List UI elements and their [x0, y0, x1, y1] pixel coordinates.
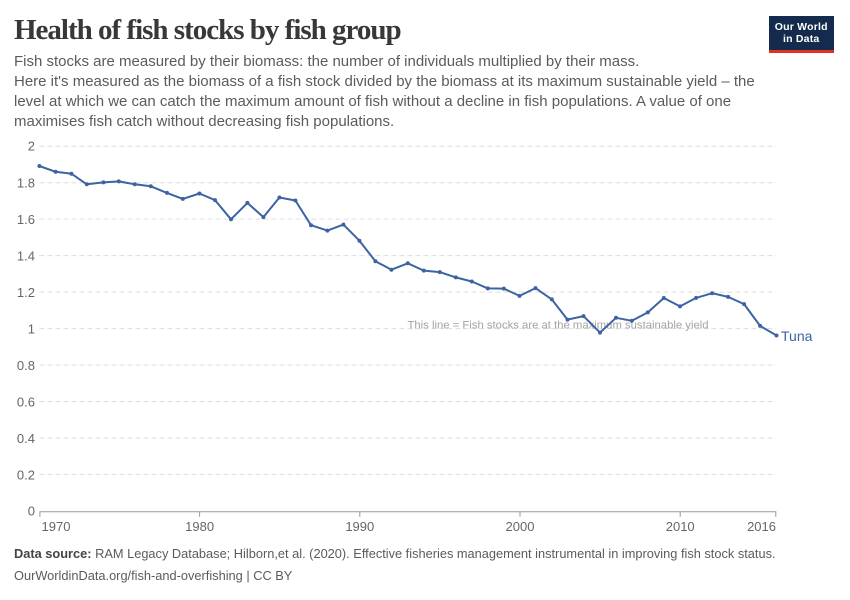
svg-text:This line = Fish stocks are at: This line = Fish stocks are at the maxim… — [407, 319, 708, 331]
svg-text:1980: 1980 — [185, 519, 214, 534]
svg-text:2: 2 — [28, 139, 35, 154]
svg-text:Tuna: Tuna — [781, 328, 813, 344]
svg-text:1.2: 1.2 — [17, 285, 35, 300]
svg-text:2000: 2000 — [506, 519, 535, 534]
svg-text:0.2: 0.2 — [17, 468, 35, 483]
svg-text:0: 0 — [28, 503, 35, 518]
svg-text:0.8: 0.8 — [17, 358, 35, 373]
svg-text:2010: 2010 — [666, 519, 695, 534]
svg-text:0.6: 0.6 — [17, 395, 35, 410]
svg-text:2016: 2016 — [747, 519, 776, 534]
svg-text:1990: 1990 — [345, 519, 374, 534]
svg-text:1.4: 1.4 — [17, 248, 35, 263]
svg-text:1: 1 — [28, 322, 35, 337]
svg-text:1970: 1970 — [42, 519, 71, 534]
svg-text:0.4: 0.4 — [17, 431, 35, 446]
svg-text:1.8: 1.8 — [17, 175, 35, 190]
svg-text:1.6: 1.6 — [17, 212, 35, 227]
